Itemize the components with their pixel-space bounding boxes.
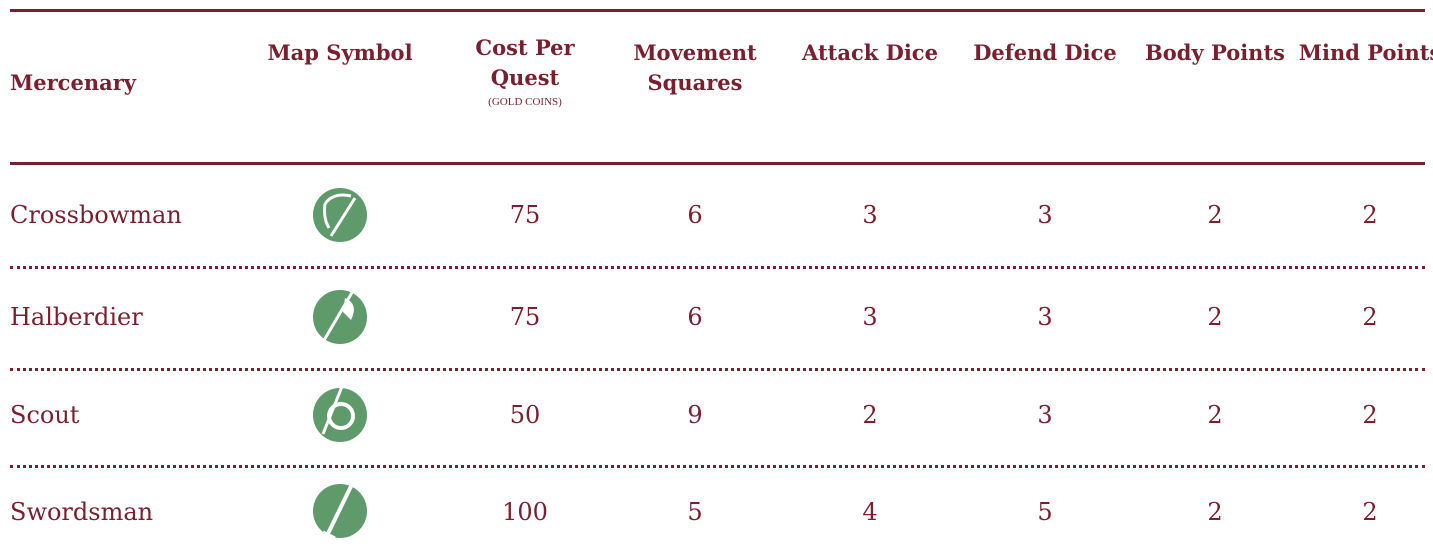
stat-value: 2 [1362,303,1378,331]
column-header: Map Symbol [267,40,413,65]
stat-value: 3 [862,303,878,331]
column-header: Mercenary [10,70,136,95]
stat-value: 9 [687,401,703,429]
stat-value: 3 [1037,201,1053,229]
mercenary-name: Halberdier [10,303,143,331]
stat-value: 6 [687,303,703,331]
column-header: Cost Per Quest [475,35,575,90]
column-header: Defend Dice [973,40,1117,65]
stat-value: 5 [1037,498,1053,526]
column-header: Mind Points [1298,40,1433,65]
mercenary-name: Scout [10,401,80,429]
stat-value: 75 [509,303,541,331]
stat-value: 5 [687,498,703,526]
row-divider [10,266,1425,269]
stat-value: 75 [509,201,541,229]
header-rule [10,162,1425,165]
stat-value: 2 [1207,303,1223,331]
mercenary-name: Crossbowman [10,201,182,229]
stat-value: 2 [1362,401,1378,429]
sword-icon [313,477,367,549]
stat-value: 2 [1362,498,1378,526]
stat-value: 50 [509,401,541,429]
column-header: Attack Dice [802,40,938,65]
scout-icon [313,383,367,442]
stat-value: 2 [1207,498,1223,526]
mercenary-name: Swordsman [10,498,154,526]
stat-value: 2 [1207,401,1223,429]
stat-value: 6 [687,201,703,229]
halberd-icon [313,283,367,344]
stat-value: 2 [1362,201,1378,229]
top-rule [10,9,1425,12]
stat-value: 3 [1037,303,1053,331]
stat-value: 100 [502,498,548,526]
column-header: Body Points [1145,40,1285,65]
stat-value: 2 [862,401,878,429]
column-note: (GOLD COINS) [488,96,562,108]
stat-value: 3 [1037,401,1053,429]
stat-value: 4 [862,498,878,526]
row-divider [10,368,1425,371]
stat-value: 3 [862,201,878,229]
column-header: Movement Squares [633,40,757,95]
row-divider [10,465,1425,468]
crossbow-icon [313,188,367,242]
stat-value: 2 [1207,201,1223,229]
